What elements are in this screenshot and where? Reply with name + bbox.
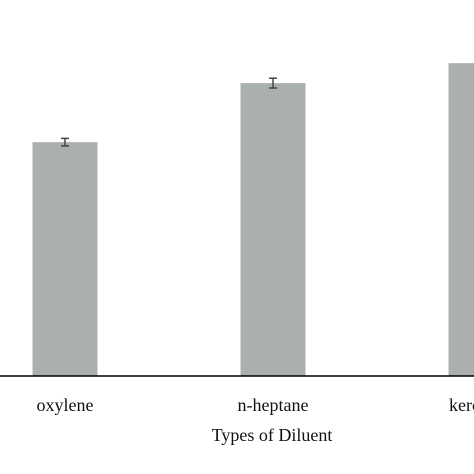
bar [448,63,474,376]
x-tick-label: kerosene [449,395,474,415]
x-axis-title: Types of Diluent [212,425,333,445]
bar [240,83,306,376]
x-tick-label: oxylene [37,395,94,415]
x-tick-label: n-heptane [238,395,309,415]
error-bar [269,77,277,89]
bar [32,142,98,376]
error-bar [61,137,69,147]
